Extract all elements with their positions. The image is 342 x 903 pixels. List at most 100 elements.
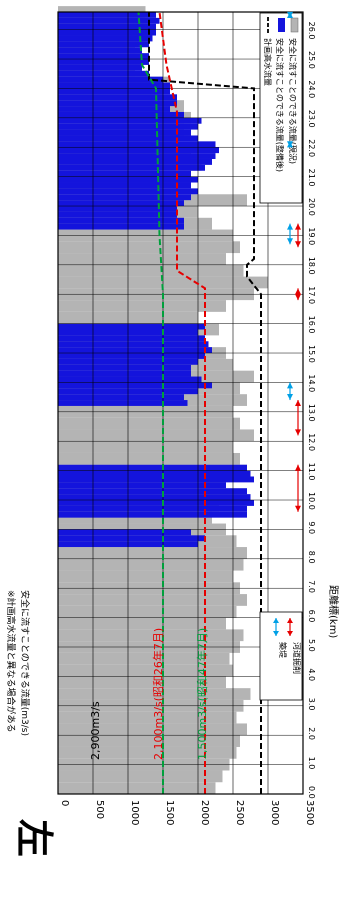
x-tick-label: 14.0	[307, 374, 316, 392]
legend-current-label: 安全に流すことのできる流量(現況)	[288, 38, 298, 164]
current-capacity-bar	[58, 664, 233, 677]
page-label: 左岸	[12, 818, 56, 857]
improved-capacity-bar	[58, 494, 251, 501]
improved-capacity-bar	[58, 470, 251, 477]
legend-swatch-improved	[278, 18, 285, 32]
current-capacity-bar	[58, 711, 237, 724]
x-tick-group: 14.0	[307, 374, 316, 392]
improved-capacity-bar	[58, 500, 254, 506]
x-tick-label: 26.0	[307, 22, 316, 40]
current-capacity-bar	[58, 558, 244, 571]
improved-capacity-bar	[58, 217, 184, 224]
improved-capacity-bar	[58, 64, 142, 71]
x-tick-label: 2.0	[307, 727, 316, 740]
x-tick-group: 3.0	[307, 698, 316, 711]
y-tick-group: 2500	[234, 800, 245, 825]
x-tick-group: 15.0	[307, 345, 316, 363]
improved-capacity-bar	[58, 394, 184, 401]
current-capacity-bar	[58, 570, 233, 583]
current-capacity-bar	[58, 253, 226, 265]
x-tick-group: 24.0	[307, 80, 316, 98]
green-target-line	[137, 11, 164, 794]
improved-capacity-bar	[58, 182, 191, 189]
improved-capacity-bar	[58, 370, 191, 377]
x-tick-label: 3.0	[307, 698, 316, 711]
current-capacity-bar	[58, 241, 240, 254]
improved-capacity-bar	[58, 76, 163, 83]
improved-capacity-bar	[58, 364, 191, 371]
x-tick-label: 11.0	[307, 463, 316, 481]
x-tick-group: 23.0	[307, 110, 316, 128]
x-tick-label: 17.0	[307, 286, 316, 304]
range-head	[295, 223, 301, 230]
improved-capacity-bar	[58, 464, 247, 471]
range-head	[295, 241, 301, 248]
y-tick-label: 500	[94, 800, 105, 819]
plot-frame	[57, 11, 304, 795]
current-capacity-bar	[58, 782, 216, 794]
improved-capacity-bar	[58, 194, 191, 201]
green-target-label: 1,500m3/s(昭和47年7月)	[195, 628, 209, 760]
x-tick-label: 21.0	[307, 169, 316, 187]
y-tick-group: 3500	[304, 800, 315, 825]
improved-capacity-bar	[58, 400, 188, 406]
legend-levee-label: 築堤	[278, 642, 288, 658]
x-tick-group: 26.0	[307, 22, 316, 40]
current-capacity-bar	[58, 264, 244, 277]
x-tick-group: 20.0	[307, 198, 316, 216]
current-capacity-bar	[58, 746, 237, 759]
legend-plan-label: 計画高水流量	[263, 38, 273, 86]
legend-excavation-label: 河道掘削	[292, 642, 302, 674]
improved-capacity-bar	[58, 535, 205, 542]
current-capacity-bar	[58, 617, 226, 630]
improved-capacity-bar	[58, 376, 202, 383]
improved-capacity-bar	[58, 153, 216, 159]
current-capacity-bar	[58, 594, 247, 606]
range-head	[295, 400, 301, 407]
excavation-range	[295, 400, 301, 436]
target-lines	[137, 11, 262, 794]
improved-capacity-bar	[58, 482, 226, 489]
x-tick-group: 12.0	[307, 433, 316, 451]
improved-capacity-bar	[58, 59, 149, 65]
current-capacity-bar	[58, 417, 240, 430]
range-head	[295, 464, 301, 471]
legend-improved-label: 安全に流すことのできる流量(整備後)	[275, 38, 285, 172]
current-capacity-bar	[58, 735, 240, 747]
improved-capacity-bar	[58, 511, 247, 518]
x-tick-label: 20.0	[307, 198, 316, 216]
x-tick-label: 24.0	[307, 80, 316, 98]
range-head	[295, 294, 301, 301]
excavation-range	[295, 223, 301, 248]
y-tick-label: 3000	[269, 800, 280, 825]
x-tick-label: 23.0	[307, 110, 316, 128]
y-tick-group: 3000	[269, 800, 280, 825]
levee-range	[287, 11, 293, 18]
improved-capacity-bar	[58, 200, 184, 207]
current-capacity-bar	[58, 452, 240, 465]
y-tick-label: 1000	[129, 800, 140, 825]
x-tick-group: 5.0	[307, 639, 316, 652]
range-head	[287, 238, 293, 245]
plan-discharge-label: 2,900m3/s	[89, 701, 102, 760]
x-tick-group: 18.0	[307, 257, 316, 275]
improved-capacity-bar	[58, 88, 170, 95]
improved-capacity-bar	[58, 106, 170, 112]
improved-capacity-bar	[58, 341, 209, 348]
x-axis-title: 距離標(km)	[327, 585, 340, 638]
current-capacity-bar	[58, 676, 226, 689]
range-head	[287, 11, 293, 18]
improved-capacity-bar	[58, 206, 177, 212]
y-tick-label: 2500	[234, 800, 245, 825]
range-head	[287, 382, 293, 389]
current-capacity-bar	[58, 441, 233, 453]
improved-capacity-bar	[58, 129, 191, 136]
y-tick-group: 1500	[164, 800, 175, 825]
excavation-range	[295, 288, 301, 301]
levee-range	[287, 223, 293, 245]
improved-capacity-bar	[58, 70, 149, 77]
current-capacity-bar	[58, 429, 254, 442]
y-tick-group: 0	[59, 800, 70, 806]
